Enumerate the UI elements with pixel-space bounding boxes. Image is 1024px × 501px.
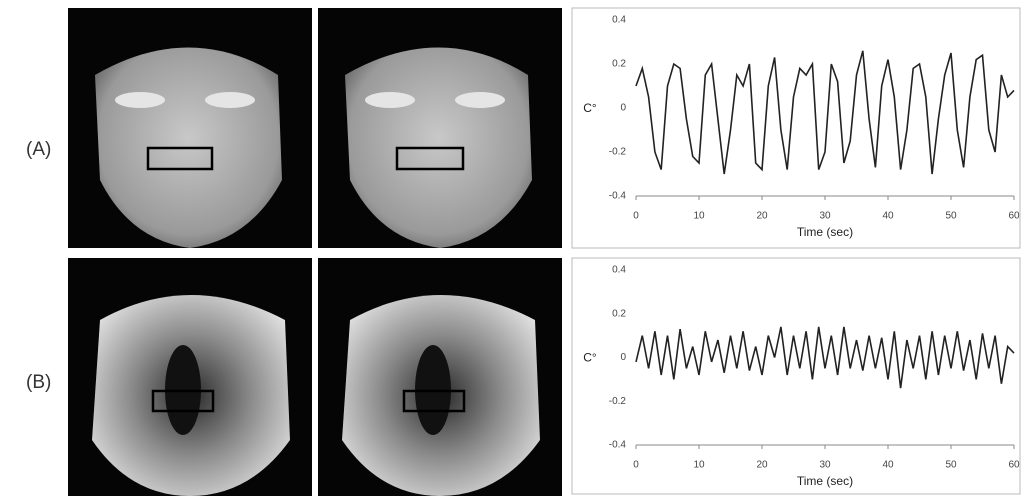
x-tick-label: 10 bbox=[693, 211, 705, 222]
x-tick-label: 40 bbox=[882, 211, 894, 222]
x-tick-label: 60 bbox=[1008, 211, 1020, 222]
image-a2 bbox=[318, 8, 562, 248]
chart-frame bbox=[572, 258, 1020, 494]
y-tick-label: 0.2 bbox=[612, 59, 626, 70]
x-tick-label: 30 bbox=[819, 211, 831, 222]
y-tick-label: -0.2 bbox=[609, 147, 627, 158]
y-tick-label: 0.2 bbox=[612, 308, 626, 319]
thermal-images bbox=[68, 8, 562, 496]
y-axis-label: C° bbox=[583, 351, 597, 365]
x-tick-label: 20 bbox=[756, 460, 768, 471]
x-tick-label: 50 bbox=[945, 211, 957, 222]
x-tick-label: 0 bbox=[633, 460, 639, 471]
y-tick-label: 0.4 bbox=[612, 15, 626, 26]
y-tick-label: 0 bbox=[620, 352, 626, 363]
x-tick-label: 20 bbox=[756, 211, 768, 222]
y-tick-label: 0 bbox=[620, 103, 626, 114]
y-axis-label: C° bbox=[583, 101, 597, 115]
y-tick-label: -0.4 bbox=[609, 440, 627, 451]
y-tick-label: 0.4 bbox=[612, 265, 626, 276]
x-axis-label: Time (sec) bbox=[797, 225, 853, 239]
x-tick-label: 30 bbox=[819, 460, 831, 471]
y-tick-label: -0.4 bbox=[609, 191, 627, 202]
image-a1 bbox=[68, 8, 312, 248]
x-tick-label: 60 bbox=[1008, 460, 1020, 471]
x-tick-label: 40 bbox=[882, 460, 894, 471]
y-tick-label: -0.2 bbox=[609, 396, 627, 407]
x-tick-label: 50 bbox=[945, 460, 957, 471]
figure: (A) (B) -0.4 -0.2 0 0.2 0.4 0 10 20 30 40 50 60 Time… bbox=[0, 0, 1024, 496]
image-b2 bbox=[318, 258, 562, 496]
x-tick-label: 0 bbox=[633, 211, 639, 222]
x-tick-label: 10 bbox=[693, 460, 705, 471]
panel-label: (A) bbox=[26, 139, 51, 160]
panel-label: (B) bbox=[26, 372, 51, 393]
x-axis-label: Time (sec) bbox=[797, 474, 853, 488]
image-b1 bbox=[68, 258, 312, 496]
